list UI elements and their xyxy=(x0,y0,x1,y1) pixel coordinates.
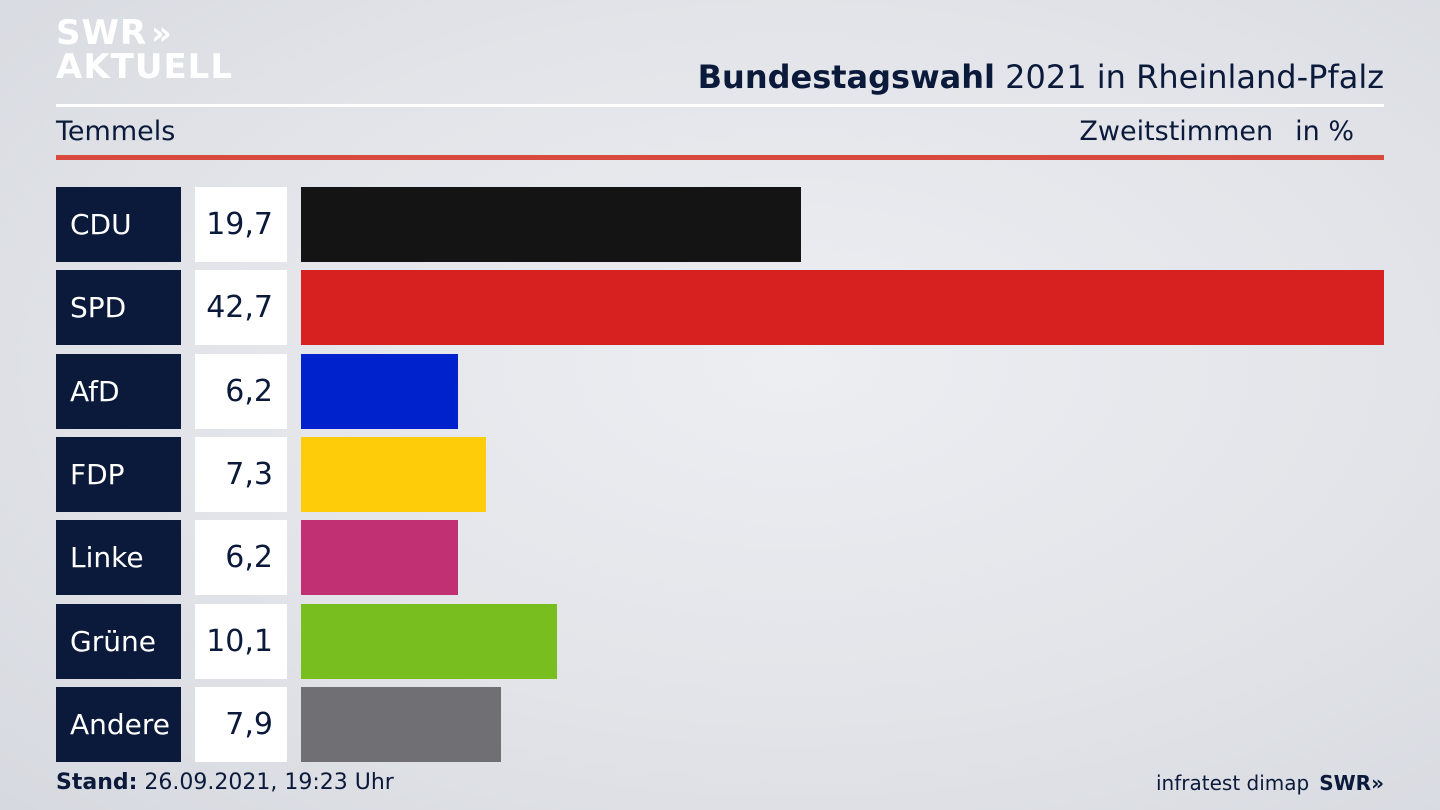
measure-text: Zweitstimmen xyxy=(1079,116,1274,147)
value-label: 7,3 xyxy=(195,437,287,512)
value-label: 19,7 xyxy=(195,187,287,262)
timestamp-value: 26.09.2021, 19:23 Uhr xyxy=(137,770,394,795)
source-label: infratest dimap xyxy=(1156,771,1310,795)
value-label: 10,1 xyxy=(195,604,287,679)
party-label: CDU xyxy=(56,187,181,262)
timestamp: Stand: 26.09.2021, 19:23 Uhr xyxy=(56,770,394,795)
chart-title: Bundestagswahl 2021 in Rheinland-Pfalz xyxy=(698,58,1384,96)
party-label: FDP xyxy=(56,437,181,512)
bar-row-spd: SPD 42,7 xyxy=(0,270,1440,345)
swr-aktuell-logo: SWR» AKTUELL xyxy=(56,16,233,84)
swr-small-logo: SWR» xyxy=(1319,771,1384,795)
bar-row-andere: Andere 7,9 xyxy=(0,687,1440,762)
party-label: SPD xyxy=(56,270,181,345)
bar xyxy=(301,520,458,595)
measure-label: Zweitstimmen in % xyxy=(1079,116,1354,147)
chart-title-bold: Bundestagswahl xyxy=(697,58,995,96)
chart-title-rest: 2021 in Rheinland-Pfalz xyxy=(995,58,1384,96)
bar xyxy=(301,437,486,512)
header-divider xyxy=(56,104,1384,107)
bar-row-afd: AfD 6,2 xyxy=(0,354,1440,429)
party-label: AfD xyxy=(56,354,181,429)
bar-row-cdu: CDU 19,7 xyxy=(0,187,1440,262)
bar-row-linke: Linke 6,2 xyxy=(0,520,1440,595)
accent-divider xyxy=(56,155,1384,160)
timestamp-label: Stand: xyxy=(56,770,138,795)
bar xyxy=(301,354,458,429)
bar-row-fdp: FDP 7,3 xyxy=(0,437,1440,512)
value-label: 7,9 xyxy=(195,687,287,762)
bar xyxy=(301,687,501,762)
value-label: 6,2 xyxy=(195,520,287,595)
party-label: Andere xyxy=(56,687,181,762)
party-label: Linke xyxy=(56,520,181,595)
value-label: 42,7 xyxy=(195,270,287,345)
unit-label: in % xyxy=(1295,116,1354,147)
source-credit: infratest dimap SWR» xyxy=(1156,771,1384,795)
location-label: Temmels xyxy=(56,116,176,147)
logo-aktuell-text: AKTUELL xyxy=(56,47,234,87)
value-label: 6,2 xyxy=(195,354,287,429)
bar xyxy=(301,270,1384,345)
bar xyxy=(301,187,801,262)
party-label: Grüne xyxy=(56,604,181,679)
bar-row-grüne: Grüne 10,1 xyxy=(0,604,1440,679)
bar xyxy=(301,604,557,679)
logo-swr-text: SWR xyxy=(56,13,148,53)
